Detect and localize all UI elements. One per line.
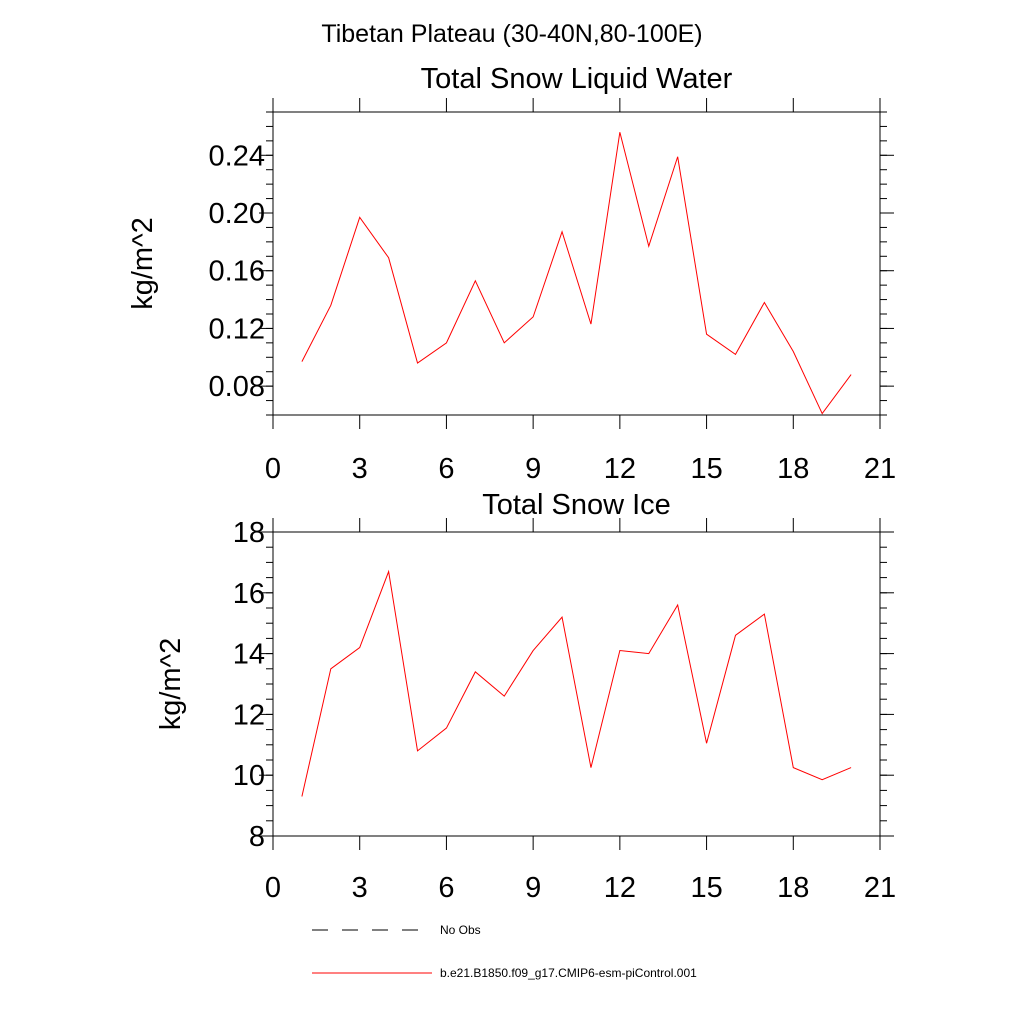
- y-tick-label: 0.24: [209, 140, 265, 172]
- y-axis-label: kg/m^2: [127, 217, 159, 310]
- plot-frame: [272, 531, 881, 837]
- chart-title: Total Snow Ice: [482, 489, 671, 521]
- x-tick-label: 15: [690, 453, 722, 485]
- legend: No Obs b.e21.B1850.f09_g17.CMIP6-esm-piC…: [312, 923, 697, 980]
- panel-snow-ice: Total Snow Ice kg/m^2 0 3 6 9 12 15 18 21 8 10 12 14 1…: [155, 489, 896, 904]
- x-tick-label: 12: [604, 872, 636, 904]
- y-tick-label: 0.16: [209, 256, 265, 288]
- chart-title: Total Snow Liquid Water: [421, 63, 733, 95]
- legend-label-model: b.e21.B1850.f09_g17.CMIP6-esm-piControl.…: [440, 966, 697, 980]
- y-tick-label: 0.12: [209, 313, 265, 345]
- y-axis-label: kg/m^2: [155, 638, 187, 731]
- y-tick-label: 8: [249, 821, 265, 853]
- x-tick-label: 6: [438, 453, 454, 485]
- panel-snow-liquid-water: Total Snow Liquid Water kg/m^2 0 3 6 9 12 15 18 2…: [127, 63, 896, 485]
- x-tick-label: 0: [265, 872, 281, 904]
- x-tick-label: 18: [777, 453, 809, 485]
- y-tick-label: 0.20: [209, 198, 265, 230]
- y-tick-label: 10: [233, 760, 265, 792]
- x-tick-label: 0: [265, 453, 281, 485]
- x-tick-label: 9: [525, 453, 541, 485]
- x-tick-label: 15: [690, 872, 722, 904]
- legend-label-no-obs: No Obs: [440, 923, 481, 937]
- y-tick-label: 14: [233, 639, 265, 671]
- x-tick-label: 3: [352, 872, 368, 904]
- x-tick-label: 21: [864, 872, 896, 904]
- series-line: [301, 569, 852, 797]
- y-tick-label: 0.08: [209, 371, 265, 403]
- y-tick-label: 16: [233, 578, 265, 610]
- x-tick-label: 18: [777, 872, 809, 904]
- x-tick-label: 12: [604, 453, 636, 485]
- series-line: [301, 132, 852, 415]
- x-tick-label: 21: [864, 453, 896, 485]
- plot-frame: [272, 111, 881, 416]
- x-tick-label: 6: [438, 872, 454, 904]
- y-tick-label: 12: [233, 699, 265, 731]
- x-tick-label: 3: [352, 453, 368, 485]
- main-title: Tibetan Plateau (30-40N,80-100E): [321, 20, 702, 48]
- y-tick-label: 18: [233, 517, 265, 549]
- x-tick-label: 9: [525, 872, 541, 904]
